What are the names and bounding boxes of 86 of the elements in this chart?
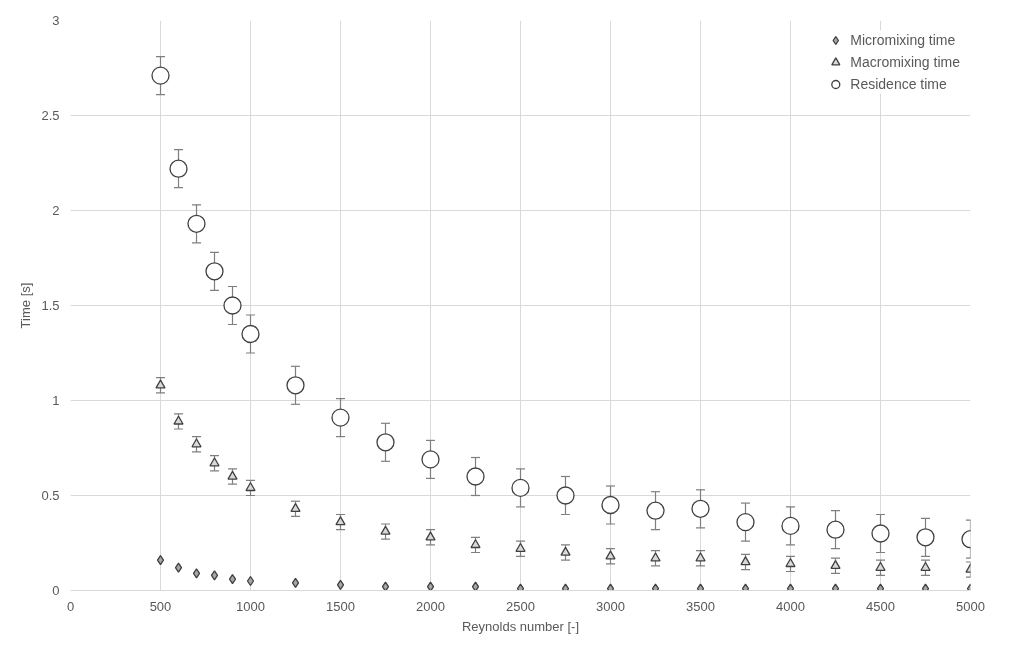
legend-label: Residence time: [850, 76, 947, 92]
point: [916, 528, 935, 547]
point: [561, 583, 570, 591]
y-tick-label: 1: [52, 393, 60, 408]
x-tick-label: 2500: [506, 598, 535, 614]
point: [381, 581, 390, 591]
point: [336, 579, 345, 590]
y-tick-label: 2: [52, 203, 60, 218]
point: [695, 552, 706, 562]
point: [601, 495, 620, 515]
x-tick-label: 5000: [956, 598, 985, 614]
point: [155, 379, 166, 389]
point: [151, 66, 170, 85]
y-axis-title: Time [s]: [18, 282, 34, 329]
point: [223, 296, 242, 315]
point: [192, 568, 201, 579]
point: [560, 546, 571, 556]
point: [466, 467, 485, 486]
point: [227, 470, 238, 480]
point: [831, 583, 840, 591]
x-tick-label: 4000: [776, 598, 805, 614]
point: [470, 539, 481, 549]
point: [191, 438, 202, 448]
point: [205, 262, 224, 281]
point: [651, 583, 660, 591]
x-tick-label: 500: [149, 598, 172, 614]
point: [241, 324, 260, 344]
point: [605, 550, 616, 560]
point: [516, 583, 525, 591]
point: [335, 516, 346, 526]
x-tick-label: 1000: [236, 598, 265, 614]
point: [871, 524, 890, 543]
point: [606, 583, 615, 591]
point: [876, 583, 885, 591]
x-tick-label: 4500: [866, 598, 895, 614]
x-axis-title: Reynolds number [-]: [461, 618, 580, 634]
point: [736, 512, 755, 532]
point: [786, 583, 795, 591]
point: [174, 562, 183, 573]
point: [187, 214, 206, 233]
point: [511, 478, 530, 498]
point: [286, 376, 305, 395]
point: [156, 554, 165, 566]
x-tick-label: 0: [66, 598, 75, 614]
point: [785, 558, 796, 568]
point: [875, 561, 886, 571]
y-tick-label: 1.5: [41, 298, 60, 313]
point: [331, 408, 350, 427]
point: [209, 457, 220, 467]
point: [425, 531, 436, 541]
point: [421, 450, 440, 469]
point: [921, 583, 930, 591]
point: [245, 482, 256, 492]
point: [246, 575, 255, 587]
point: [380, 525, 391, 535]
x-tick-label: 3000: [596, 598, 625, 614]
point: [210, 570, 219, 581]
y-tick-label: 2.5: [41, 108, 60, 123]
point: [471, 581, 480, 591]
legend-label: Micromixing time: [850, 32, 956, 48]
point: [228, 573, 237, 585]
point: [781, 516, 800, 536]
point: [556, 486, 575, 505]
point: [173, 415, 184, 425]
y-tick-label: 0.5: [41, 488, 60, 503]
point: [426, 581, 435, 591]
point: [740, 556, 751, 566]
x-tick-label: 3500: [686, 598, 715, 614]
point: [290, 502, 301, 513]
legend-label: Macromixing time: [850, 54, 960, 70]
point: [646, 501, 665, 520]
point: [741, 583, 750, 591]
point: [291, 577, 300, 589]
y-tick-label: 3: [52, 13, 60, 28]
point: [376, 433, 395, 452]
point: [650, 552, 661, 562]
point: [830, 559, 841, 570]
point: [826, 520, 845, 539]
point: [920, 561, 931, 571]
point: [691, 499, 710, 518]
point: [515, 542, 526, 552]
x-tick-label: 2000: [416, 598, 445, 614]
point: [169, 159, 188, 178]
y-tick-label: 0: [52, 583, 60, 598]
point: [696, 583, 705, 591]
x-tick-label: 1500: [326, 598, 355, 614]
